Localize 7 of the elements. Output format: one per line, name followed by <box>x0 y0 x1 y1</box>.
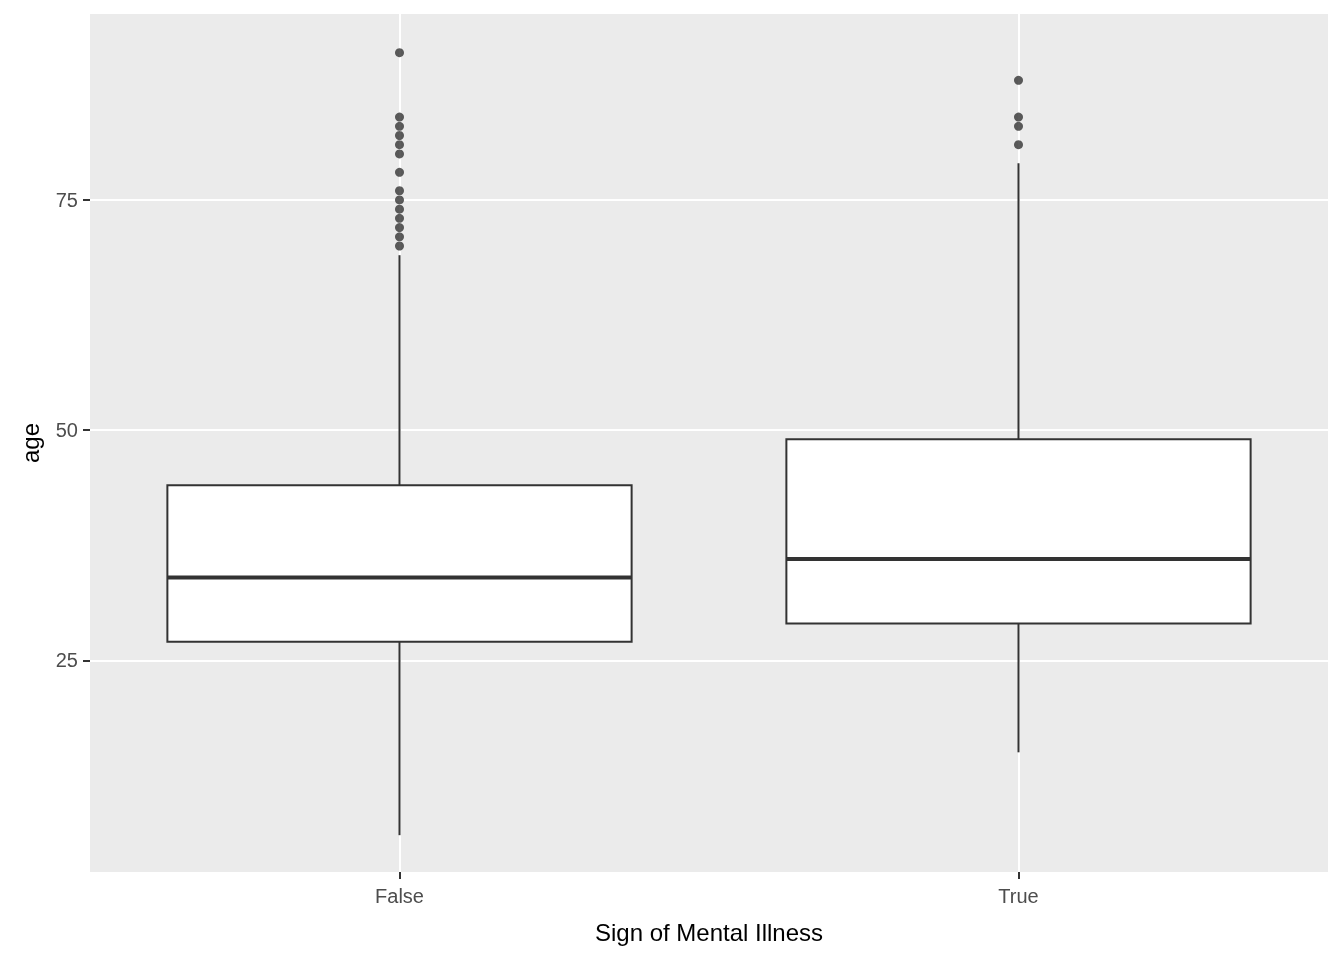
x-tick-label: True <box>998 885 1039 907</box>
x-axis-title: Sign of Mental Illness <box>594 918 824 946</box>
x-tick-label: False <box>375 885 424 907</box>
y-tick-label: 25 <box>55 649 78 672</box>
y-tick-label: 75 <box>55 188 78 211</box>
y-tick-label: 50 <box>55 419 78 442</box>
y-axis-title: age <box>16 422 44 464</box>
